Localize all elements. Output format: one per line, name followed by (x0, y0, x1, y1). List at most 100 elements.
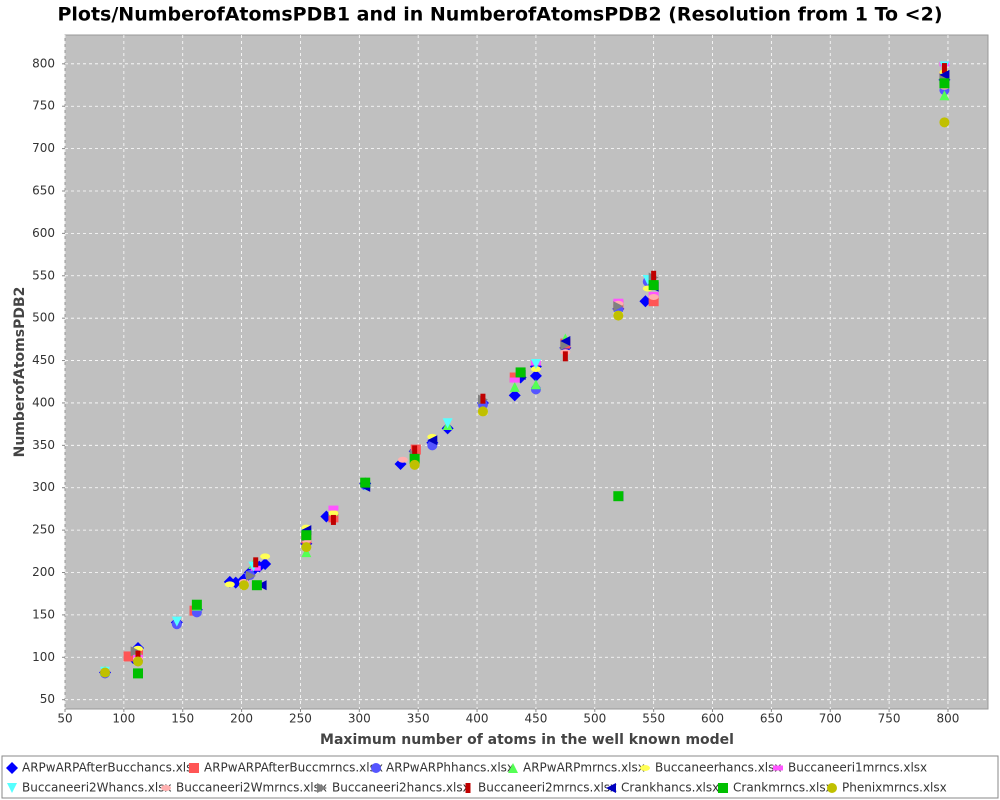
point (939, 78, 950, 89)
point (509, 372, 520, 383)
y-tick-label: 650 (32, 183, 55, 197)
point (639, 295, 652, 308)
legend-label: Crankmrncs.xlsx (733, 781, 833, 795)
point (328, 510, 339, 517)
point (508, 389, 521, 402)
point (515, 367, 526, 378)
y-tick-label: 350 (32, 438, 55, 452)
legend-marker (161, 785, 171, 791)
point (648, 293, 659, 300)
x-tick-label: 800 (937, 712, 960, 726)
point (939, 90, 950, 101)
legend-marker (640, 765, 650, 771)
y-tick-label: 500 (32, 311, 55, 325)
y-tick-label: 750 (32, 99, 55, 113)
point (238, 580, 249, 591)
legend-marker (189, 763, 199, 773)
legend-label: ARPwARPmrncs.xlsx (523, 761, 645, 775)
x-tick-label: 550 (642, 712, 665, 726)
legend-marker (773, 765, 783, 771)
legend-label: Buccaneeri1mrncs.xlsx (788, 761, 927, 775)
legend-marker (827, 783, 837, 793)
point (251, 580, 262, 591)
point (648, 280, 659, 291)
chart-title: Plots/NumberofAtomsPDB1 and in NumberofA… (57, 4, 942, 26)
point (648, 296, 659, 307)
point (360, 477, 371, 488)
y-tick-label: 150 (32, 607, 55, 621)
x-tick-label: 50 (57, 712, 72, 726)
point (171, 616, 182, 627)
legend-label: Buccaneeri2hancs.xlsx (332, 781, 470, 795)
point (442, 418, 453, 429)
point (397, 456, 408, 463)
y-tick-label: 250 (32, 523, 55, 537)
point (477, 406, 488, 417)
x-axis-label: Maximum number of atoms in the well know… (320, 732, 734, 748)
point (250, 565, 261, 571)
x-tick-label: 100 (112, 712, 135, 726)
point (939, 69, 950, 80)
point (328, 505, 339, 511)
x-tick-label: 350 (407, 712, 430, 726)
point (412, 445, 418, 456)
y-tick-label: 300 (32, 480, 55, 494)
legend-label: Crankhancs.xlsx (621, 781, 719, 795)
point (191, 599, 202, 610)
point (330, 514, 336, 525)
y-tick-label: 450 (32, 353, 55, 367)
x-tick-label: 450 (524, 712, 547, 726)
point (530, 379, 541, 390)
point (530, 358, 541, 369)
point (301, 530, 312, 541)
legend-marker (465, 783, 471, 793)
point (939, 117, 950, 128)
y-axis-label: NumberofAtomsPDB2 (12, 287, 28, 458)
point (409, 453, 420, 464)
x-tick-label: 650 (760, 712, 783, 726)
legend-marker (606, 783, 616, 793)
point (123, 651, 134, 662)
legend-label: ARPwARPAfterBucchancs.xlsx (22, 761, 199, 775)
point (132, 656, 143, 667)
point (301, 542, 312, 553)
y-tick-label: 200 (32, 565, 55, 579)
x-tick-label: 750 (878, 712, 901, 726)
x-tick-label: 300 (348, 712, 371, 726)
legend-label: ARPwARPhhancs.xlsx (386, 761, 514, 775)
legend-marker (317, 783, 327, 793)
point (224, 581, 235, 588)
legend-label: ARPwARPAfterBuccmrncs.xlsx (204, 761, 383, 775)
y-tick-label: 700 (32, 141, 55, 155)
legend-label: Phenixmrncs.xlsx (842, 781, 947, 795)
x-tick-label: 500 (583, 712, 606, 726)
point (613, 301, 624, 312)
point (562, 351, 568, 362)
legend-label: Buccaneeri2Wmrncs.xlsx (176, 781, 327, 795)
y-tick-label: 550 (32, 268, 55, 282)
point (409, 459, 420, 470)
legend-marker (508, 763, 518, 773)
point (509, 377, 520, 383)
point (135, 650, 141, 661)
point (480, 393, 486, 404)
point (260, 553, 271, 560)
point (613, 310, 624, 321)
point (941, 63, 947, 74)
x-tick-label: 150 (171, 712, 194, 726)
point (530, 366, 541, 373)
x-tick-label: 200 (230, 712, 253, 726)
x-tick-label: 700 (819, 712, 842, 726)
legend-marker (7, 783, 17, 793)
y-tick-label: 400 (32, 395, 55, 409)
point (529, 369, 542, 382)
y-tick-label: 100 (32, 650, 55, 664)
legend-marker (371, 763, 381, 773)
x-tick-label: 600 (701, 712, 724, 726)
plot-area (64, 34, 989, 710)
legend-label: Buccaneeri2mrncs.xlsx (478, 781, 617, 795)
point (651, 270, 657, 281)
x-tick-label: 400 (466, 712, 489, 726)
y-tick-label: 800 (32, 56, 55, 70)
